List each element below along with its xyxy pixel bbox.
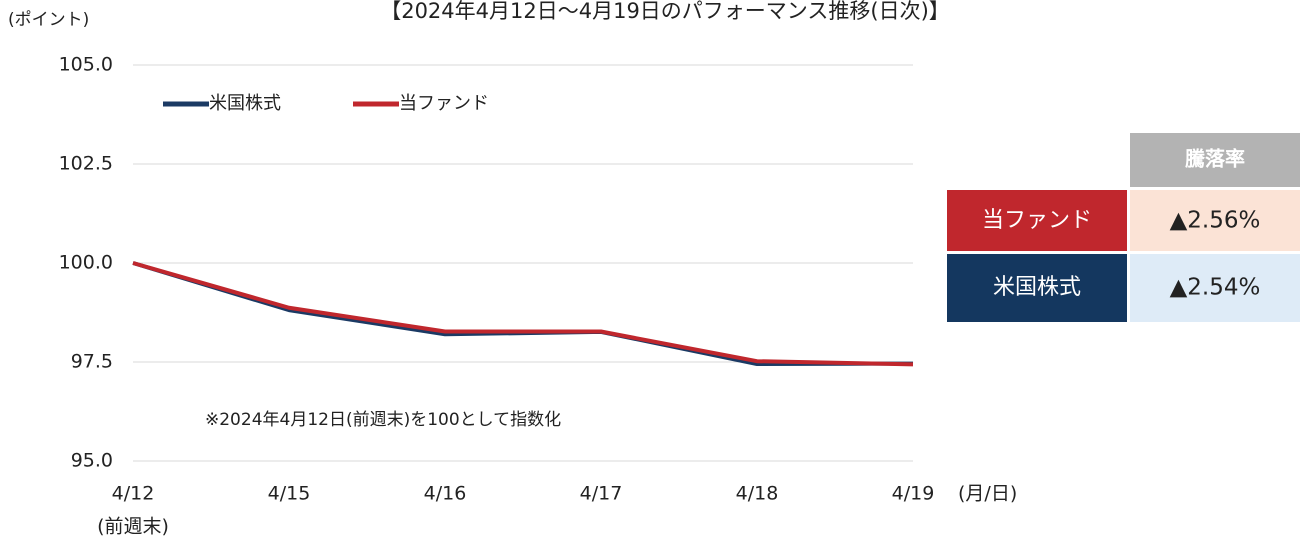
table-value: ▲2.56% <box>1170 208 1261 234</box>
y-tick-label: 105.0 <box>59 54 113 76</box>
y-tick-label: 95.0 <box>71 450 113 472</box>
table-header: 騰落率 <box>1185 147 1245 171</box>
x-axis-label: (月/日) <box>958 483 1017 505</box>
x-tick-label: 4/18 <box>736 483 779 505</box>
line-series <box>132 261 914 367</box>
table-cell <box>947 254 1127 322</box>
table-header-cell <box>1130 133 1300 187</box>
x-tick-label: 4/15 <box>268 483 311 505</box>
line-series <box>132 261 914 366</box>
table-row-label: 当ファンド <box>982 208 1092 233</box>
y-tick-label: 97.5 <box>71 351 113 373</box>
x-tick-label: 4/16 <box>424 483 467 505</box>
legend-label: 当ファンド <box>399 93 489 114</box>
x-sublabel: (前週末) <box>97 516 169 538</box>
y-tick-label: 102.5 <box>59 153 113 175</box>
x-tick-label: 4/19 <box>892 483 935 505</box>
x-tick-label: 4/12 <box>112 483 155 505</box>
table-cell <box>1130 190 1300 251</box>
table-cell <box>947 190 1127 251</box>
annotation: ※2024年4月12日(前週末)を100として指数化 <box>205 410 561 430</box>
table-cell <box>1130 254 1300 322</box>
x-tick-label: 4/17 <box>580 483 623 505</box>
y-tick-label: 100.0 <box>59 252 113 274</box>
table-value: ▲2.54% <box>1170 275 1261 301</box>
table-row-label: 米国株式 <box>993 275 1081 300</box>
y-axis-label: (ポイント) <box>8 10 89 30</box>
legend-label: 米国株式 <box>209 93 281 114</box>
chart-title: 【2024年4月12日～4月19日のパフォーマンス推移(日次)】 <box>380 0 950 23</box>
